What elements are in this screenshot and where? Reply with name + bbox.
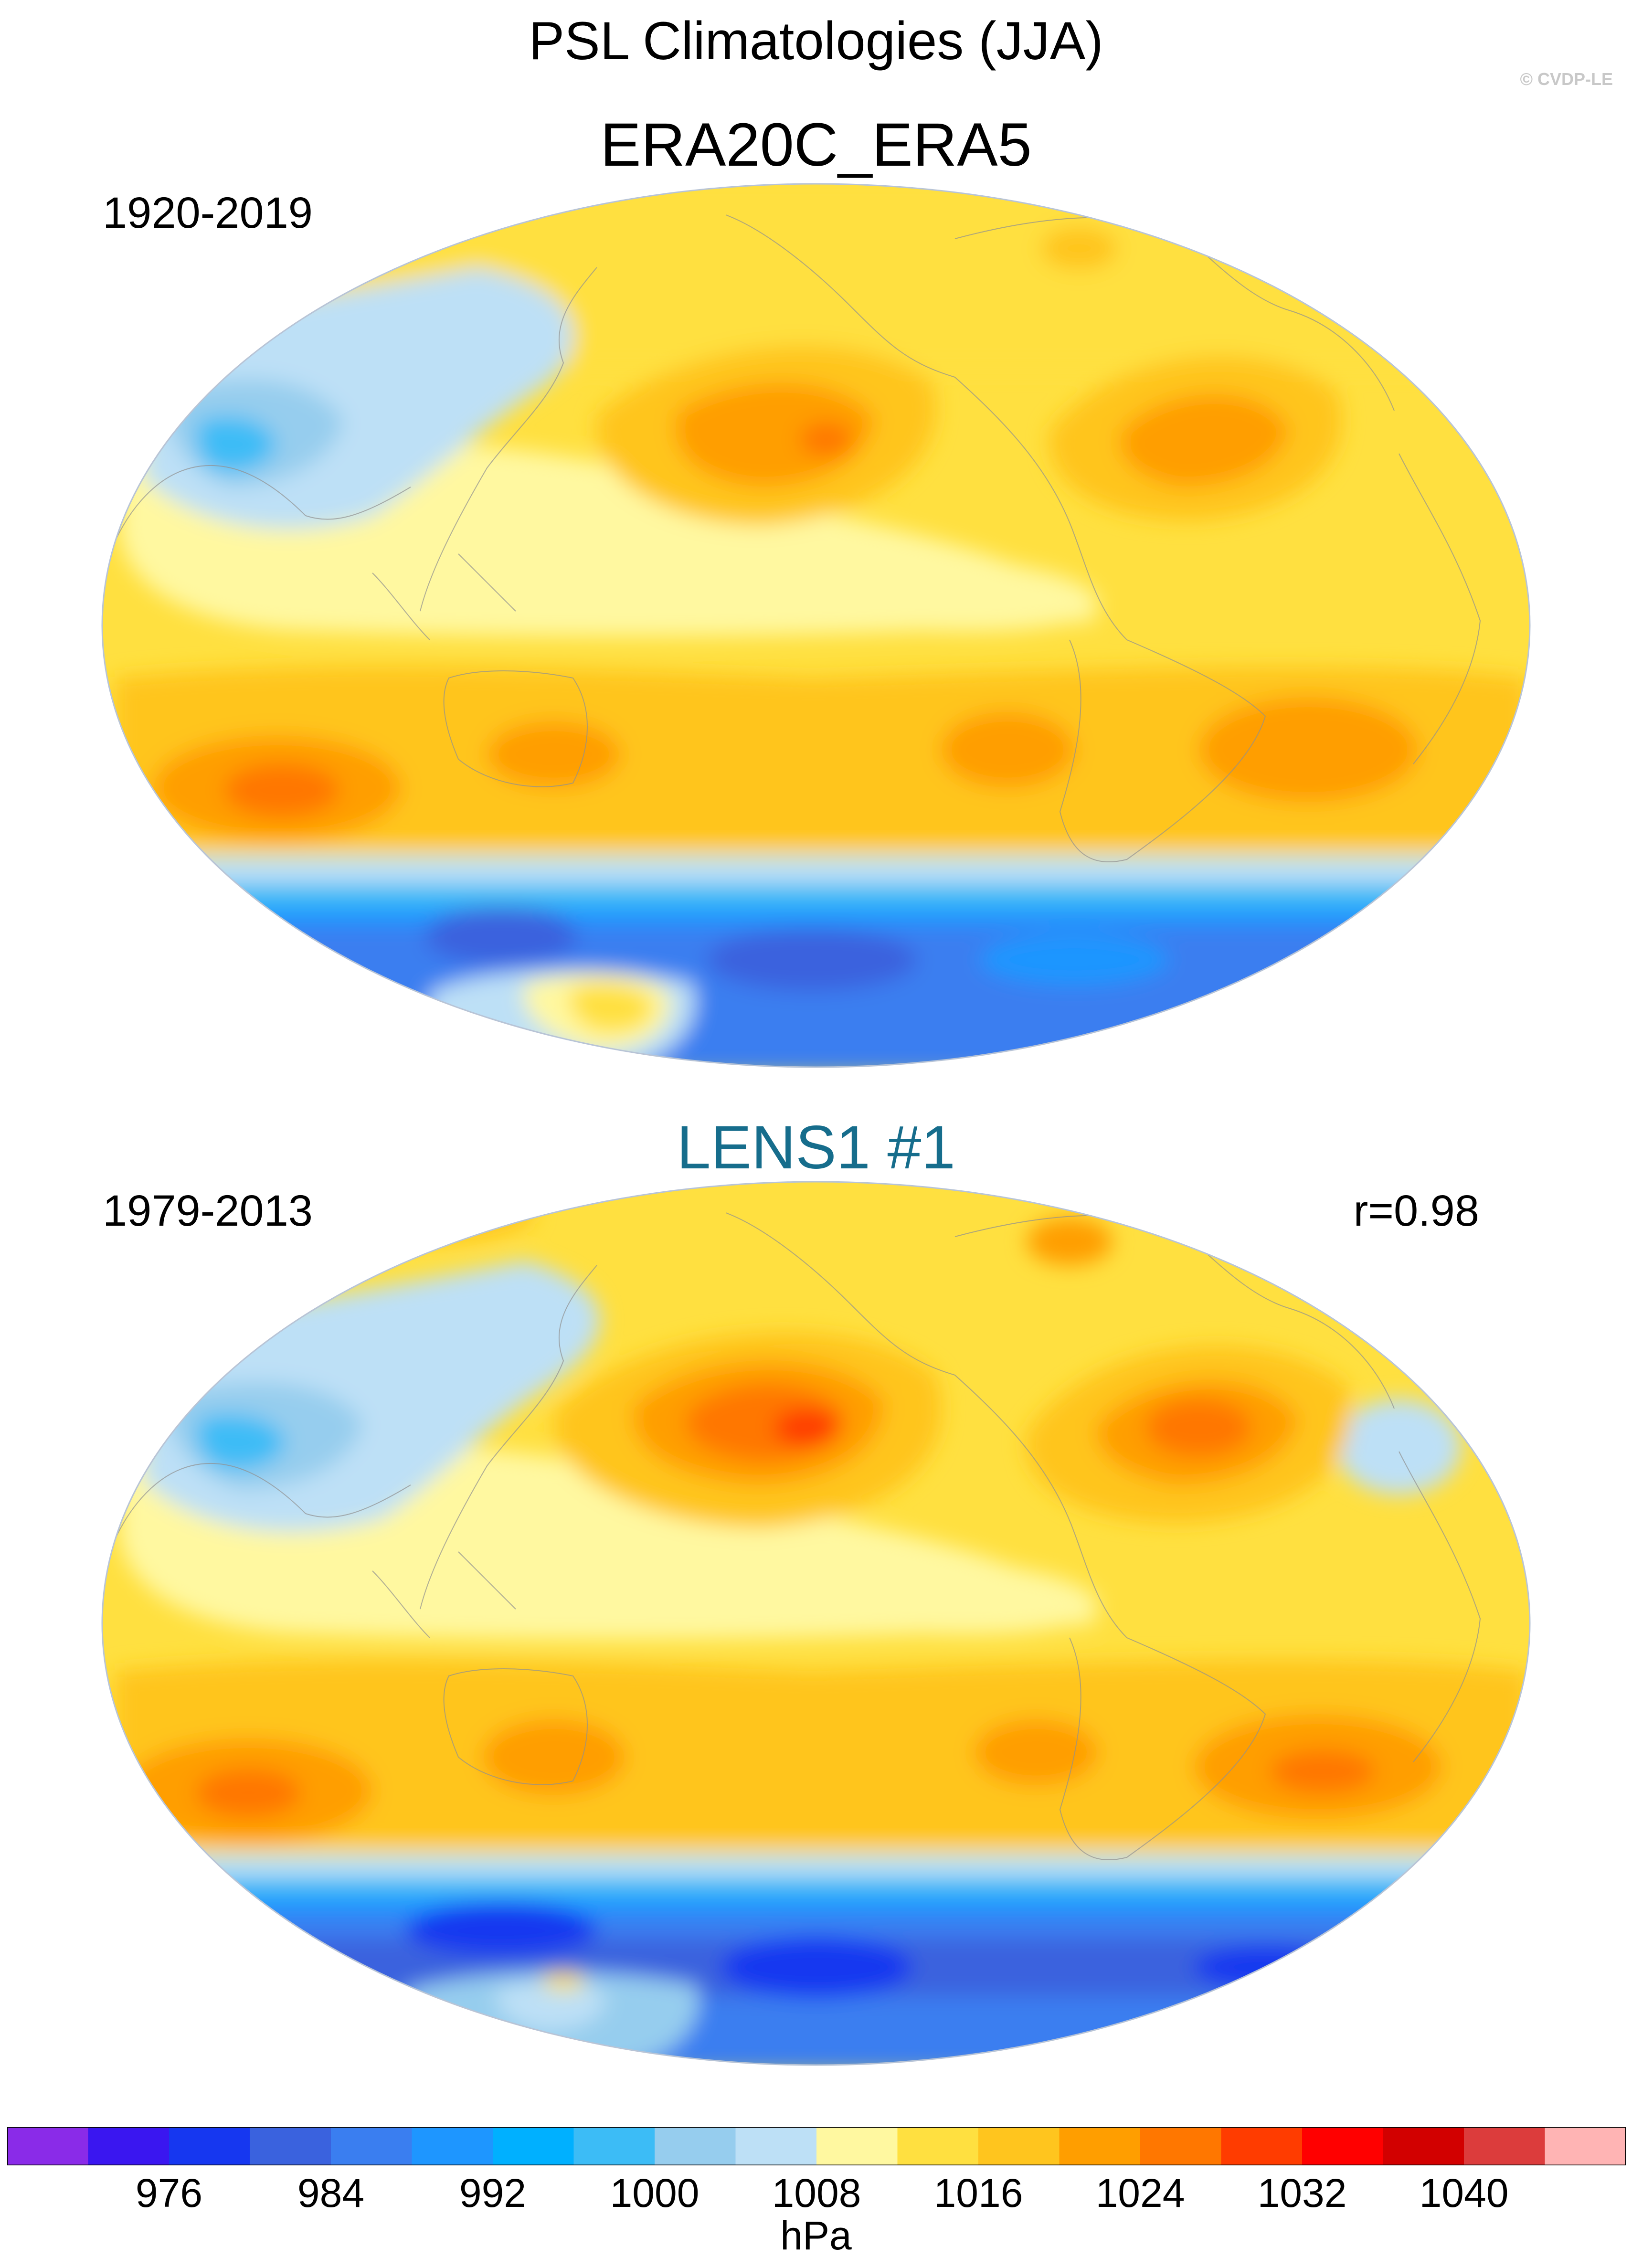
panel-2-period: 1979-2013 (103, 1187, 313, 1235)
panel-2-coastlines (109, 1212, 1481, 1860)
copyright-mark: © CVDP-LE (1520, 69, 1613, 89)
colorbar-tick-label: 976 (135, 2171, 203, 2215)
colorbar-tick-label: 1000 (610, 2171, 699, 2215)
colorbar-swatch (250, 2127, 331, 2165)
colorbar-border (7, 2127, 1626, 2165)
colorbar-swatch (493, 2127, 574, 2165)
colorbar-swatch (735, 2127, 817, 2165)
colorbar-swatch (1545, 2127, 1626, 2165)
panel-1-map (101, 183, 1531, 1068)
colorbar-units: hPa (780, 2213, 852, 2258)
colorbar-tick-label: 992 (459, 2171, 527, 2215)
figure-title: PSL Climatologies (JJA) (529, 11, 1103, 71)
colorbar-tick-label: 1032 (1257, 2171, 1347, 2215)
panel-2-map (101, 1181, 1531, 2066)
colorbar-swatch (169, 2127, 250, 2165)
colorbar-tick-labels: 976 984 992 1000 1008 1016 1024 1032 1040 (0, 2170, 1632, 2223)
colorbar-swatch (7, 2127, 88, 2165)
colorbar-swatch (1302, 2127, 1383, 2165)
panel-2-correlation: r=0.98 (1353, 1187, 1479, 1235)
colorbar-swatch (897, 2127, 979, 2165)
colorbar-swatch (331, 2127, 412, 2165)
colorbar-swatch (1140, 2127, 1221, 2165)
colorbar-swatch (1059, 2127, 1141, 2165)
colorbar-tick-label: 1008 (772, 2171, 861, 2215)
colorbar-swatch (1221, 2127, 1303, 2165)
panel-2-title: LENS1 #1 (677, 1113, 955, 1182)
panel-1-period: 1920-2019 (103, 189, 313, 237)
colorbar-tick-label: 1024 (1095, 2171, 1185, 2215)
colorbar-swatch (816, 2127, 898, 2165)
panel-2-field (102, 1182, 1530, 2065)
panel-1-coastlines (109, 214, 1481, 862)
colorbar-swatch (655, 2127, 736, 2165)
colorbar-swatch (573, 2127, 655, 2165)
panel-1-map-border (101, 183, 1531, 1068)
panel-1-title: ERA20C_ERA5 (600, 111, 1032, 179)
panel-2-map-border (101, 1181, 1531, 2066)
colorbar-swatch (1383, 2127, 1464, 2165)
colorbar-swatch (1464, 2127, 1545, 2165)
colorbar-swatch (978, 2127, 1060, 2165)
colorbar-tick-label: 984 (297, 2171, 365, 2215)
colorbar (7, 2127, 1626, 2165)
colorbar-swatch (412, 2127, 493, 2165)
colorbar-swatch (88, 2127, 170, 2165)
colorbar-tick-label: 1016 (933, 2171, 1023, 2215)
colorbar-tick-label: 1040 (1419, 2171, 1509, 2215)
